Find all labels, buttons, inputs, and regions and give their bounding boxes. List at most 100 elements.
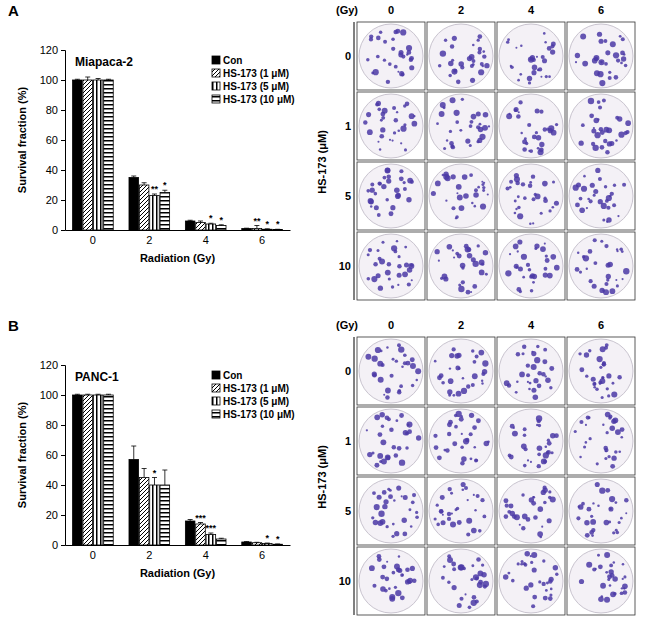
colony xyxy=(476,418,481,423)
colony xyxy=(471,257,476,262)
colony xyxy=(366,189,370,193)
colony xyxy=(383,394,385,396)
dish-frame xyxy=(497,232,565,300)
colony xyxy=(396,486,401,491)
colony xyxy=(519,524,521,526)
dish-plate xyxy=(499,94,563,158)
colony xyxy=(586,207,588,209)
colony xyxy=(600,346,606,352)
colony xyxy=(474,188,478,192)
colony xyxy=(403,495,408,500)
y-tick-mark xyxy=(61,230,65,231)
colony xyxy=(431,191,436,196)
colony xyxy=(606,206,610,210)
colony xyxy=(476,125,480,129)
colony xyxy=(549,386,552,389)
colony xyxy=(522,147,527,152)
colony xyxy=(397,273,402,278)
plate-row-label: 1 xyxy=(345,435,351,447)
dish-frame xyxy=(427,22,495,90)
colony xyxy=(390,205,395,210)
colony xyxy=(541,55,545,59)
plate-row-title: HS-173 (μM) xyxy=(316,445,328,509)
colony xyxy=(405,567,410,572)
colony xyxy=(609,584,612,587)
error-cap xyxy=(198,221,203,222)
colony xyxy=(610,464,615,469)
colony xyxy=(593,386,596,389)
colony xyxy=(523,196,527,200)
colony xyxy=(398,389,402,393)
colony xyxy=(545,75,548,78)
bar xyxy=(252,543,262,545)
error-bar xyxy=(244,541,249,542)
colony xyxy=(574,430,577,433)
colony xyxy=(536,135,541,140)
colony xyxy=(395,29,400,34)
colony xyxy=(537,383,542,388)
colony xyxy=(620,436,623,439)
colony xyxy=(614,450,618,454)
error-cap xyxy=(75,79,80,80)
colony xyxy=(505,504,509,508)
colony xyxy=(514,107,519,112)
colony xyxy=(605,488,610,493)
error-cap xyxy=(106,394,111,395)
legend-swatch xyxy=(212,69,220,77)
colony xyxy=(466,384,470,388)
significance-label: * xyxy=(276,534,280,544)
significance-label: * xyxy=(153,468,157,478)
legend-swatch xyxy=(212,95,220,103)
colony xyxy=(513,244,519,250)
dish xyxy=(357,407,425,475)
colony xyxy=(518,267,523,272)
colony xyxy=(367,277,371,281)
colony xyxy=(472,425,477,430)
colony xyxy=(542,359,547,364)
chart-title: PANC-1 xyxy=(75,370,119,384)
colony xyxy=(531,604,535,608)
colony xyxy=(529,149,533,153)
colony xyxy=(581,186,587,192)
plate-row-label: 10 xyxy=(339,260,351,272)
colony xyxy=(455,508,458,511)
colony xyxy=(461,266,464,269)
dish-frame xyxy=(567,232,635,300)
colony xyxy=(579,207,585,213)
colony xyxy=(604,244,608,248)
error-bar xyxy=(96,394,101,396)
colony xyxy=(482,50,485,53)
colony xyxy=(473,494,475,496)
dish xyxy=(357,92,425,160)
error-cap xyxy=(142,182,147,183)
colony xyxy=(532,222,534,224)
y-tick-label: 60 xyxy=(46,134,58,146)
plate-row-label: 0 xyxy=(345,365,351,377)
dish-plate xyxy=(359,94,423,158)
dish xyxy=(497,162,565,230)
colony xyxy=(401,495,403,497)
error-line xyxy=(256,226,257,229)
colony xyxy=(473,205,476,208)
colony xyxy=(602,363,606,367)
dish-plate xyxy=(569,409,633,473)
colony xyxy=(591,528,595,532)
colony xyxy=(606,274,611,279)
colony xyxy=(528,184,533,189)
colony xyxy=(622,583,628,589)
colony xyxy=(623,575,626,578)
error-cap xyxy=(142,468,147,469)
colony xyxy=(549,366,554,371)
x-axis: 0246 xyxy=(66,230,291,246)
error-bar xyxy=(75,79,80,81)
colony xyxy=(529,223,532,226)
colony xyxy=(608,569,613,574)
colony xyxy=(398,255,401,258)
colony xyxy=(447,557,453,563)
colony xyxy=(481,382,483,384)
colony xyxy=(475,354,479,358)
colony xyxy=(578,506,581,509)
colony xyxy=(540,246,546,252)
colony xyxy=(374,463,379,468)
colony xyxy=(403,353,407,357)
